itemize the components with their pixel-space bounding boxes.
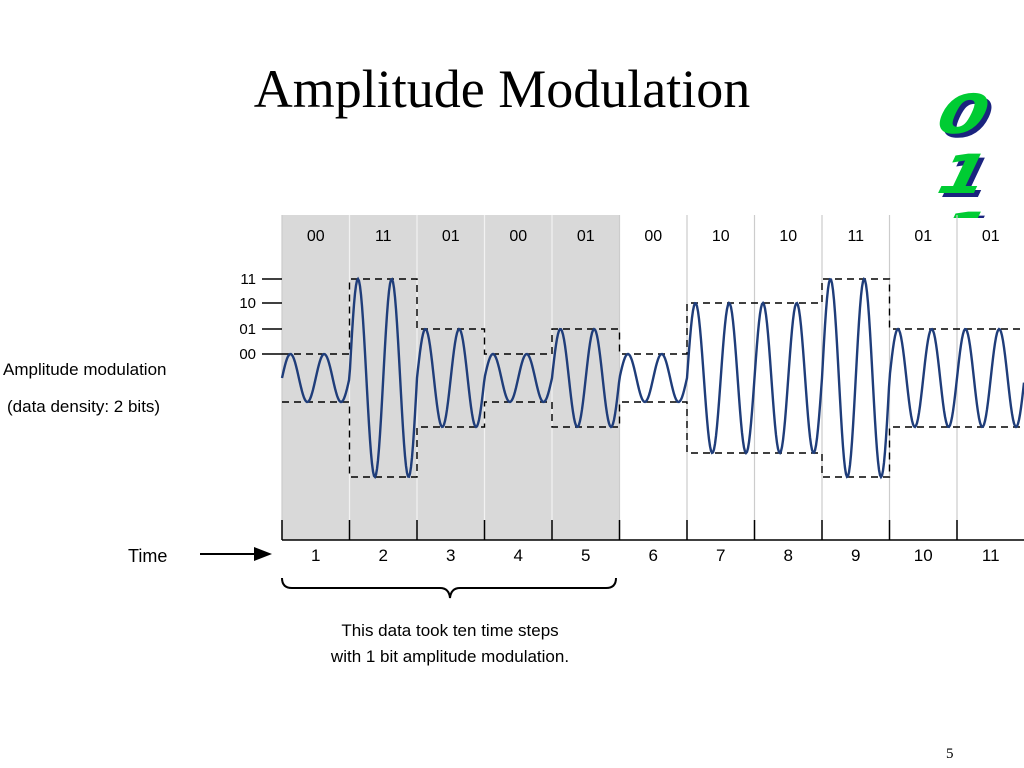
page-number: 5: [946, 746, 954, 762]
time-step-label: 7: [716, 546, 725, 565]
bit-label: 11: [847, 228, 864, 245]
bit-label: 10: [779, 228, 797, 245]
level-axis: 11 10 01 00: [239, 271, 282, 363]
time-step-label: 4: [514, 546, 523, 565]
time-step-label: 8: [784, 546, 793, 565]
bit-label: 11: [375, 228, 392, 245]
time-arrow-head: [254, 547, 272, 561]
bit-label: 00: [644, 228, 662, 245]
amplitude-modulation-label: Amplitude modulation: [3, 360, 166, 379]
bit-label: 01: [577, 228, 595, 245]
bit-label: 00: [509, 228, 527, 245]
bit-label: 10: [712, 228, 730, 245]
level-tick-label: 01: [239, 321, 256, 338]
time-label: Time: [128, 546, 167, 566]
upper-envelope: [282, 278, 1024, 355]
level-tick-label: 11: [240, 271, 256, 288]
time-step-label: 2: [379, 546, 388, 565]
data-density-label: (data density: 2 bits): [7, 397, 160, 416]
time-step-label: 9: [851, 546, 860, 565]
brace-caption: This data took ten time steps with 1 bit…: [290, 618, 610, 670]
bit-label: 01: [982, 228, 1000, 245]
modulated-wave: [280, 276, 1024, 480]
time-step-label: 6: [649, 546, 658, 565]
bit-label: 00: [307, 228, 325, 245]
time-step-label: 11: [982, 546, 1000, 565]
caption-line-1: This data took ten time steps: [341, 621, 559, 640]
lower-envelope: [282, 401, 1024, 478]
time-step-label: 5: [581, 546, 590, 565]
bit-label: 01: [442, 228, 460, 245]
brace: [281, 577, 617, 599]
time-step-label: 1: [311, 546, 320, 565]
time-step-label: 10: [914, 546, 933, 565]
level-tick-label: 10: [239, 295, 256, 312]
caption-line-2: with 1 bit amplitude modulation.: [330, 647, 570, 666]
time-step-label: 3: [446, 546, 455, 565]
bit-labels: 00 11 01 00 01 00 10 10 11 01 01: [307, 228, 1000, 245]
time-axis: 1 2 3 4 5 6 7 8 9 10 11: [281, 520, 1024, 565]
level-tick-label: 00: [239, 346, 256, 363]
bit-label: 01: [914, 228, 932, 245]
slide-title: Amplitude Modulation: [253, 59, 751, 119]
amplitude-envelope: [282, 278, 1024, 478]
